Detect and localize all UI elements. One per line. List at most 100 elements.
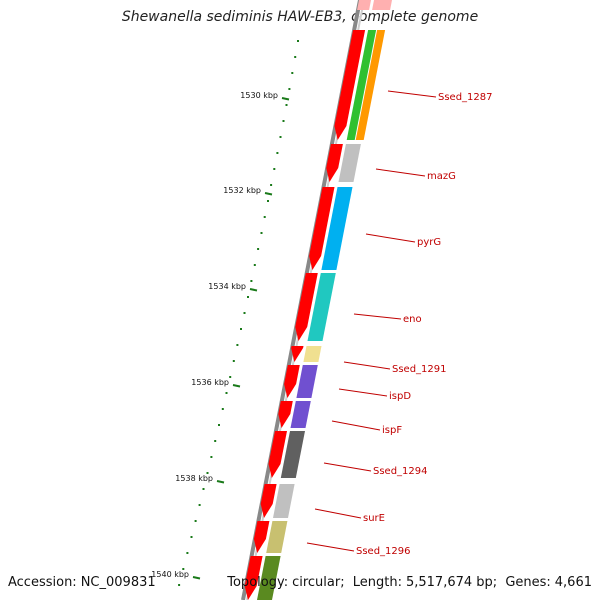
cog-band-pyrG — [321, 187, 353, 270]
gene-leader-line — [353, 313, 402, 320]
minor-tick — [182, 568, 185, 570]
minor-tick — [257, 248, 260, 250]
minor-tick — [202, 488, 205, 490]
length-label: Length: — [352, 575, 402, 590]
minor-tick — [221, 408, 224, 410]
minor-tick — [214, 440, 217, 442]
minor-tick — [250, 280, 253, 282]
gene-label-Ssed_1287[interactable]: Ssed_1287 — [438, 92, 493, 103]
minor-tick — [270, 184, 273, 186]
gene-label-pyrG[interactable]: pyrG — [417, 237, 441, 248]
gene-leader-line — [365, 233, 416, 243]
minor-tick — [218, 424, 220, 426]
gene-track — [244, 0, 392, 600]
minor-tick — [198, 504, 201, 506]
minor-tick — [297, 40, 299, 42]
gene-leader-line — [314, 508, 362, 519]
minor-tick — [288, 88, 291, 90]
cog-band-Ssed_1291 — [303, 346, 322, 362]
accession-info: Accession: NC_009831 — [8, 575, 156, 590]
cog-band-Ssed_1294 — [280, 431, 305, 478]
gene-label-Ssed_1294[interactable]: Ssed_1294 — [373, 466, 428, 477]
major-tick — [232, 384, 241, 388]
major-tick — [192, 576, 201, 580]
minor-tick — [294, 56, 297, 58]
minor-tick — [190, 536, 193, 538]
gene-label-mazG[interactable]: mazG — [427, 171, 456, 182]
minor-tick — [186, 552, 189, 554]
cog-band-green — [346, 30, 377, 140]
gene-label-ispF[interactable]: ispF — [382, 425, 402, 436]
topology-value: circular; — [292, 575, 345, 590]
minor-tick — [267, 200, 269, 202]
major-tick — [249, 288, 258, 292]
cds-arrow — [268, 431, 287, 478]
minor-tick — [282, 120, 285, 122]
cog-band-Ssed_1296 — [266, 521, 288, 553]
minor-tick — [210, 456, 213, 458]
major-tick — [216, 480, 225, 484]
minor-tick — [236, 344, 239, 346]
cog-continuation — [372, 0, 392, 10]
genes-value: 4,661 — [554, 575, 592, 590]
accession-value: NC_009831 — [80, 575, 156, 590]
topology-label: Topology: — [227, 575, 289, 590]
gene-leader-line — [306, 542, 355, 552]
gene-label-ispD[interactable]: ispD — [389, 391, 411, 402]
tick-label: 1530 kbp — [240, 91, 278, 100]
minor-tick — [260, 232, 263, 234]
gene-leader-line — [387, 90, 437, 98]
length-value: 5,517,674 bp; — [405, 575, 498, 590]
cds-arrow — [309, 187, 335, 270]
cog-band-ispF — [290, 401, 311, 428]
cog-band-next — [257, 556, 281, 600]
cds-arrow — [253, 521, 270, 553]
scale-dots — [178, 40, 299, 586]
gene-leader-line — [338, 388, 388, 397]
tick-label: 1540 kbp — [151, 570, 189, 579]
tick-label: 1532 kbp — [223, 186, 261, 195]
minor-tick — [178, 584, 181, 586]
minor-tick — [279, 136, 282, 138]
gene-labels: Ssed_1287 mazG pyrG eno Ssed_1291 ispD ispF Sse… — [306, 90, 493, 557]
major-tick — [281, 97, 290, 101]
accession-label: Accession: — [8, 575, 77, 590]
cog-band-Ssed_1287 — [355, 30, 386, 140]
minor-tick — [194, 520, 197, 522]
minor-tick — [240, 328, 242, 330]
minor-tick — [285, 104, 288, 106]
cds-arrow — [334, 30, 366, 140]
gene-leader-line — [331, 420, 381, 431]
cds-arrow — [295, 273, 318, 341]
cds-arrow — [260, 484, 277, 518]
tick-label: 1536 kbp — [191, 378, 229, 387]
tick-label: 1534 kbp — [208, 282, 246, 291]
cog-band-mazG — [338, 144, 361, 182]
scale-ticks: 1530 kbp 1532 kbp 1534 kbp 1536 kbp 1538 kbp… — [151, 91, 290, 580]
gene-label-eno[interactable]: eno — [403, 314, 422, 325]
cds-continuation — [357, 0, 371, 10]
minor-tick — [232, 360, 235, 362]
minor-tick — [253, 264, 256, 266]
cds-arrow — [291, 346, 304, 362]
tick-label: 1538 kbp — [175, 474, 213, 483]
genes-label: Genes: — [505, 575, 551, 590]
cog-band-eno — [307, 273, 336, 341]
minor-tick — [276, 152, 279, 154]
cog-band-surE — [273, 484, 295, 518]
cog-band-ispD — [296, 365, 318, 398]
genome-summary: Topology: circular; Length: 5,517,674 bp; … — [227, 575, 592, 590]
cds-arrow — [326, 144, 343, 182]
map-title: Shewanella sediminis HAW-EB3, complete g… — [121, 9, 479, 25]
gene-label-surE[interactable]: surE — [363, 513, 385, 524]
cds-arrow — [244, 556, 263, 600]
gene-label-Ssed_1296[interactable]: Ssed_1296 — [356, 546, 411, 557]
gene-leader-line — [323, 462, 372, 472]
minor-tick — [247, 296, 249, 298]
minor-tick — [263, 216, 266, 218]
minor-tick — [243, 312, 246, 314]
gene-label-Ssed_1291[interactable]: Ssed_1291 — [392, 364, 447, 375]
minor-tick — [206, 472, 209, 474]
